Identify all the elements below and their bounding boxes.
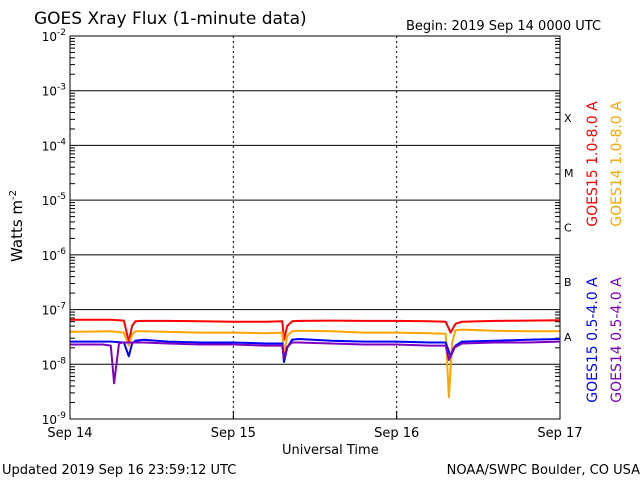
flare-class-labels: X M C B A xyxy=(564,112,574,344)
y-tick-label-2: 10-4 xyxy=(42,137,67,153)
chart-title: GOES Xray Flux (1-minute data) xyxy=(34,9,307,29)
y-tick-base: 10 xyxy=(42,30,57,44)
y-tick-exponent: -3 xyxy=(57,83,66,93)
y-tick-base: 10 xyxy=(42,413,57,427)
x-tick-labels: Sep 14 Sep 15 Sep 16 Sep 17 xyxy=(47,426,582,441)
legend-right: GOES15 1.0-8.0 A GOES14 1.0-8.0 A xyxy=(585,101,625,227)
flare-class-c: C xyxy=(564,222,572,235)
series-layer xyxy=(69,318,561,399)
y-axis-label: Watts m-2 xyxy=(8,190,26,262)
flare-class-m: M xyxy=(564,167,574,180)
credit-label: NOAA/SWPC Boulder, CO USA xyxy=(447,463,640,478)
plot-frame xyxy=(69,35,561,420)
y-tick-label-1: 10-3 xyxy=(42,83,66,99)
flare-class-b: B xyxy=(564,276,572,289)
y-tick-label-0: 10-2 xyxy=(42,28,66,44)
y-tick-base: 10 xyxy=(42,304,57,318)
x-tick-label-0: Sep 14 xyxy=(47,426,92,441)
y-tick-exponent: -4 xyxy=(57,137,66,147)
x-tick-label-2: Sep 16 xyxy=(374,426,419,441)
x-axis-label: Universal Time xyxy=(282,443,379,458)
y-tick-label-7: 10-9 xyxy=(42,411,67,427)
y-tick-exponent: -6 xyxy=(57,247,66,257)
day-tick-marks xyxy=(69,35,561,419)
y-tick-exponent: -5 xyxy=(57,192,66,202)
begin-label: Begin: 2019 Sep 14 0000 UTC xyxy=(406,19,601,34)
legend-left: GOES15 0.5-4.0 A GOES14 0.5-4.0 A xyxy=(585,277,625,403)
legend-entry-1: GOES14 1.0-8.0 A xyxy=(609,101,625,227)
y-tick-base: 10 xyxy=(42,139,57,153)
y-axis-label-text: Watts m xyxy=(8,200,26,262)
flare-class-a: A xyxy=(564,331,572,344)
y-tick-label-4: 10-6 xyxy=(42,247,67,263)
y-tick-base: 10 xyxy=(42,85,57,99)
legend-entry-3: GOES14 0.5-4.0 A xyxy=(609,277,625,403)
y-tick-label-6: 10-8 xyxy=(42,356,67,372)
y-tick-exponent: -2 xyxy=(57,28,66,38)
y-tick-base: 10 xyxy=(42,194,57,208)
series-line-0 xyxy=(70,318,561,343)
y-tick-exponent: -8 xyxy=(57,356,66,366)
x-tick-label-3: Sep 17 xyxy=(537,426,582,441)
y-tick-base: 10 xyxy=(42,249,57,263)
y-tick-exponent: -9 xyxy=(57,411,66,421)
updated-timestamp: Updated 2019 Sep 16 23:59:12 UTC xyxy=(2,463,236,478)
y-tick-label-5: 10-7 xyxy=(42,302,66,318)
y-tick-exponent: -7 xyxy=(57,302,66,312)
legend-entry-0: GOES15 1.0-8.0 A xyxy=(585,101,601,227)
y-tick-base: 10 xyxy=(42,358,57,372)
y-axis-label-exponent: -2 xyxy=(8,190,19,200)
x-tick-label-1: Sep 15 xyxy=(211,426,256,441)
legend-entry-2: GOES15 0.5-4.0 A xyxy=(585,277,601,403)
grid-lines xyxy=(70,35,560,420)
y-tick-labels: 10-210-310-410-510-610-710-810-9 xyxy=(42,28,67,427)
flare-class-x: X xyxy=(564,112,572,125)
y-tick-label-3: 10-5 xyxy=(42,192,66,208)
series-line-3 xyxy=(70,340,561,385)
series-line-1 xyxy=(69,328,560,399)
